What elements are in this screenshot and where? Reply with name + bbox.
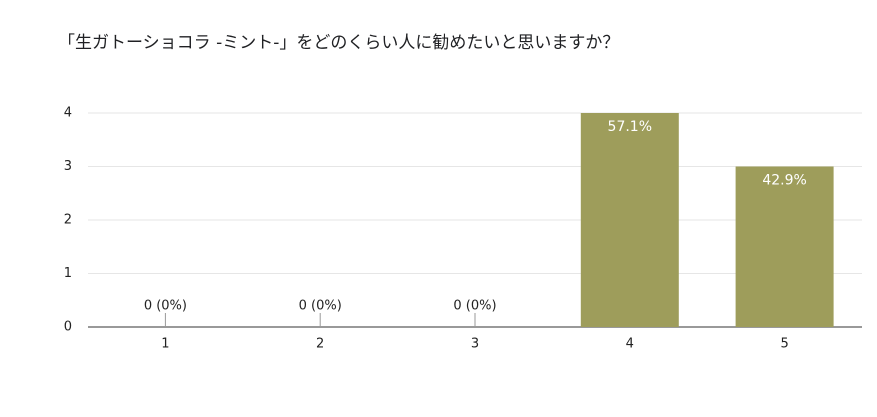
value-label: 0 (0%) bbox=[453, 299, 496, 314]
value-label: 57.1% bbox=[608, 119, 652, 135]
x-tick-label: 3 bbox=[471, 337, 479, 352]
y-tick-label: 2 bbox=[64, 213, 72, 228]
y-tick-label: 1 bbox=[64, 266, 72, 281]
x-tick-label: 5 bbox=[780, 337, 788, 352]
y-tick-label: 0 bbox=[64, 320, 72, 335]
y-tick-label: 4 bbox=[64, 106, 72, 121]
x-tick-label: 1 bbox=[161, 337, 169, 352]
x-tick-label: 4 bbox=[626, 337, 634, 352]
bar bbox=[735, 166, 834, 327]
bar bbox=[580, 113, 679, 327]
chart-title: 「生ガトーショコラ -ミント-」をどのくらい人に勧めたいと思いますか？ bbox=[58, 33, 619, 53]
value-label: 0 (0%) bbox=[299, 299, 342, 314]
x-tick-label: 2 bbox=[316, 337, 324, 352]
y-tick-label: 3 bbox=[64, 159, 72, 174]
value-label: 42.9% bbox=[762, 173, 806, 189]
value-label: 0 (0%) bbox=[144, 299, 187, 314]
